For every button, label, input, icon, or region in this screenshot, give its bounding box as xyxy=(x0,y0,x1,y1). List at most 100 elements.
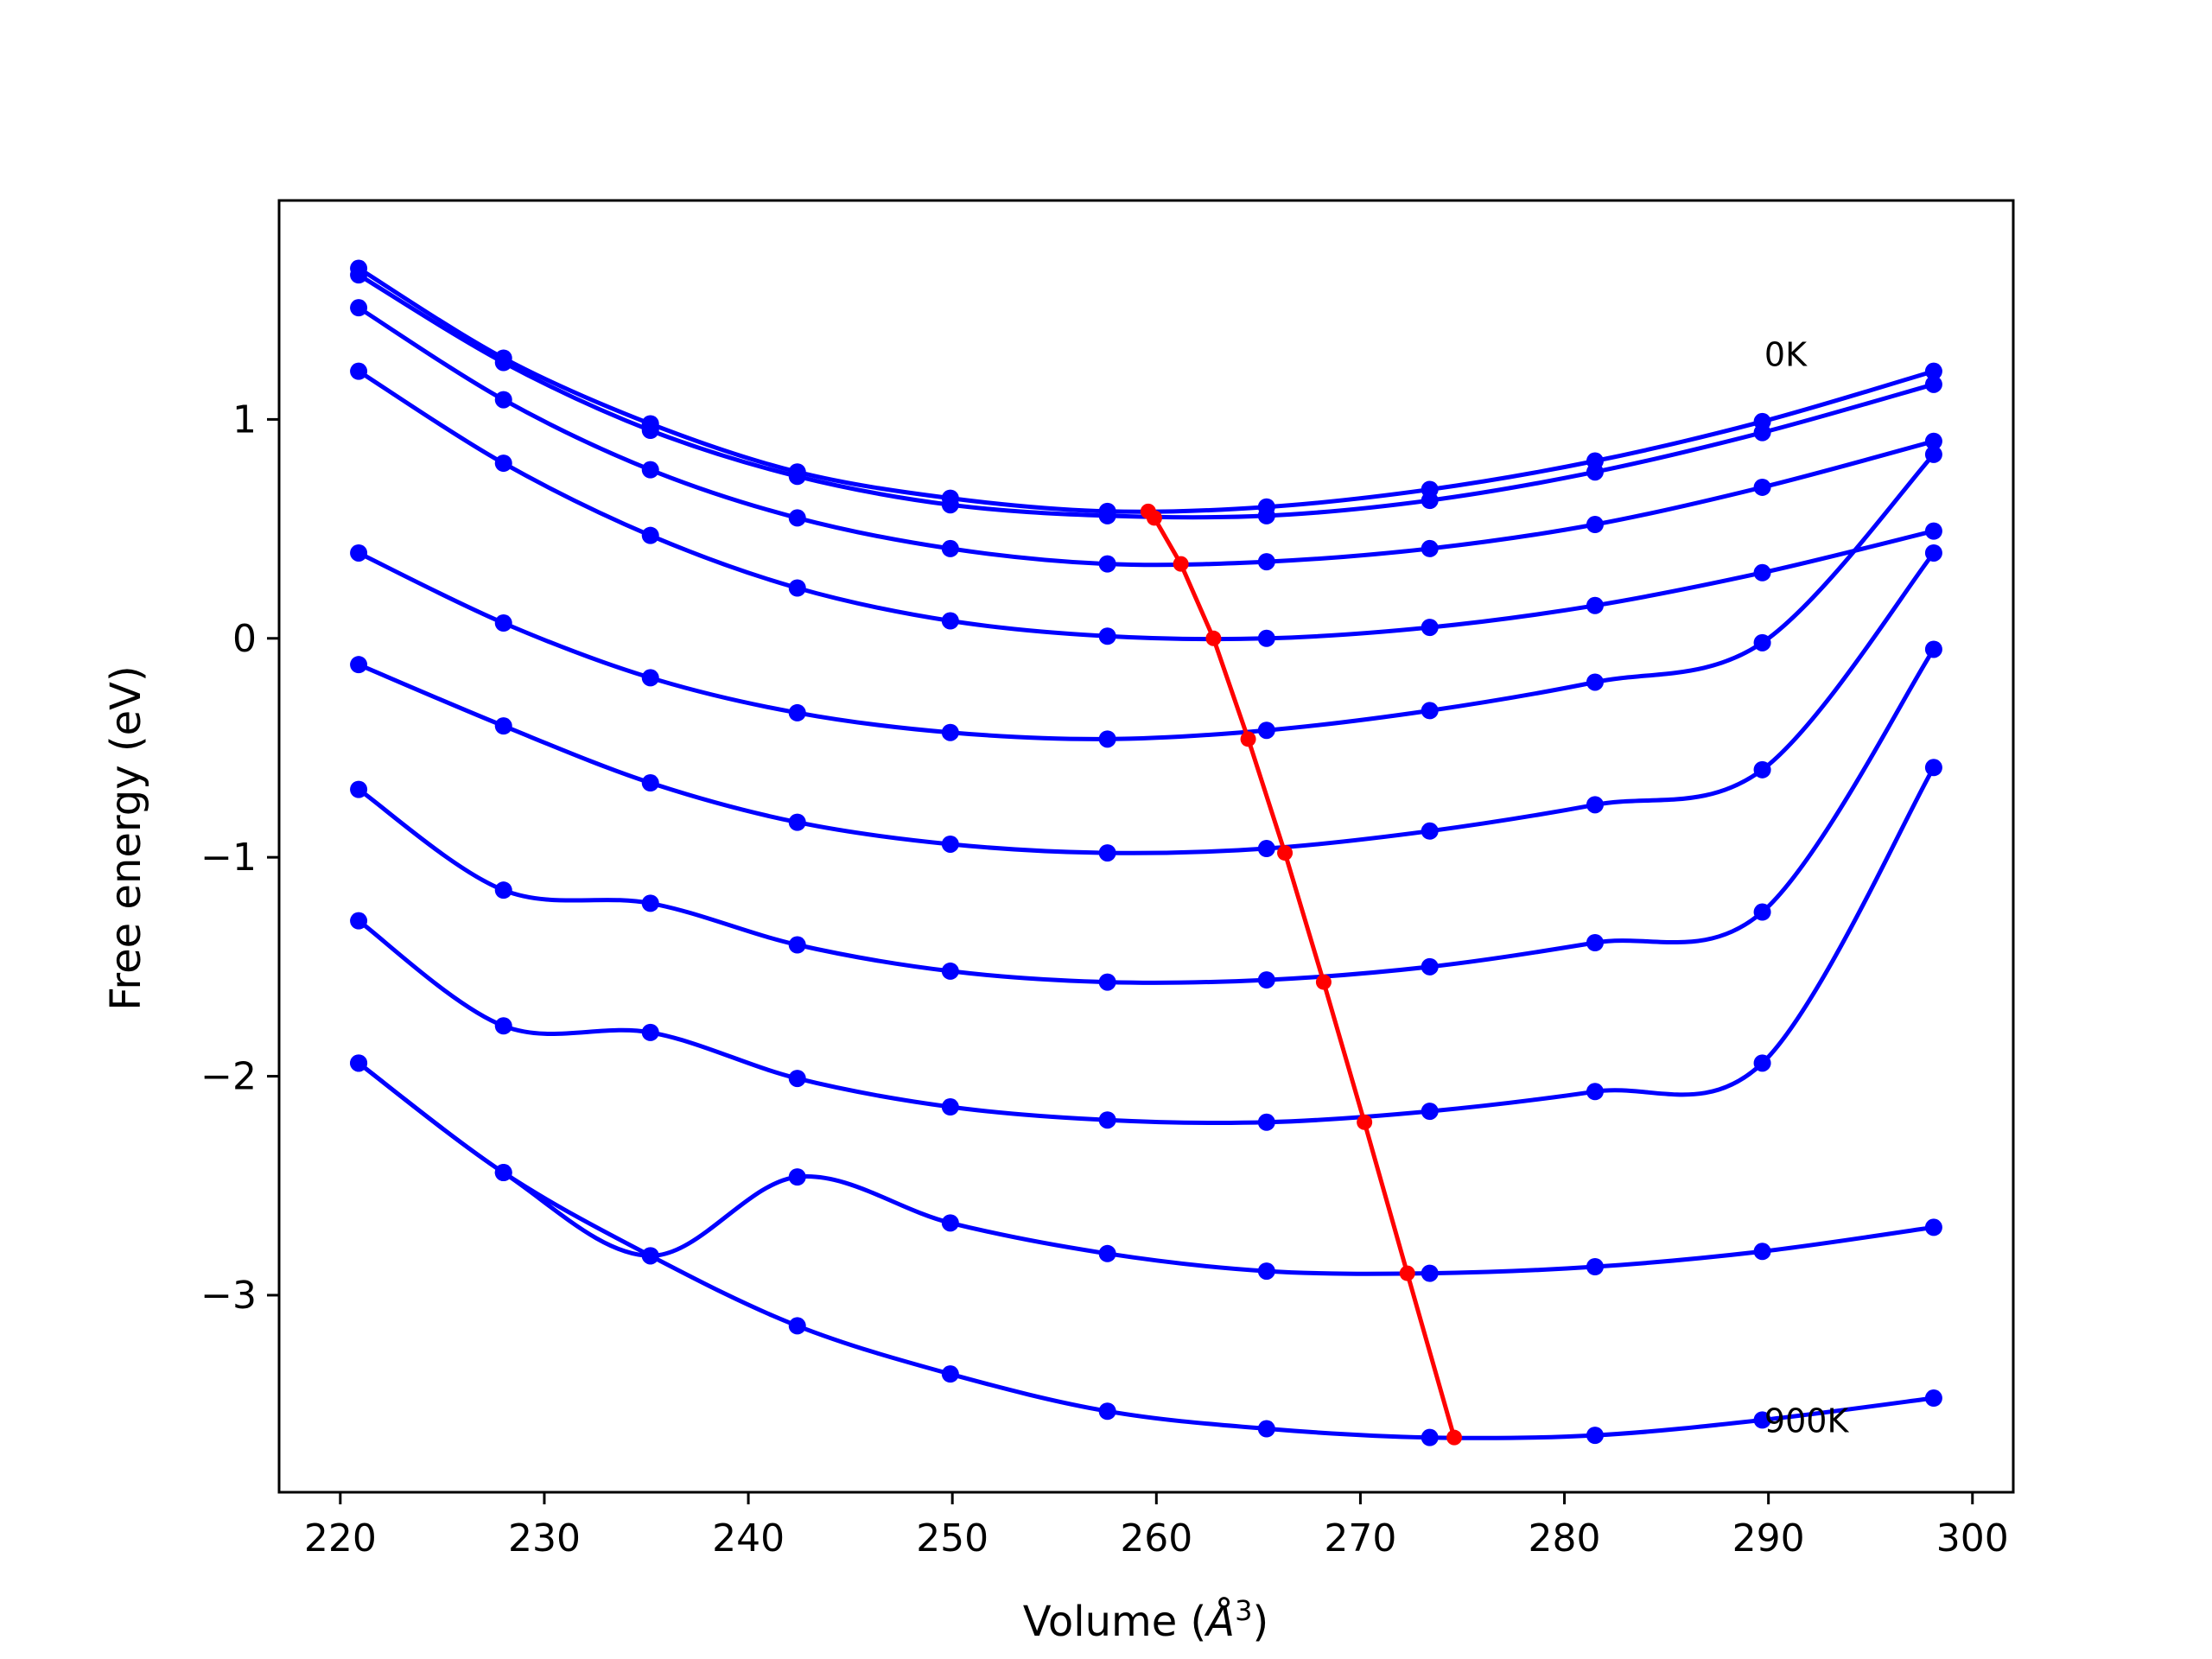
curve-point xyxy=(350,543,368,562)
curve-point xyxy=(1257,553,1275,571)
curve-point xyxy=(1257,840,1275,858)
annotations: 0K 900K xyxy=(1764,335,1850,1440)
minimum-point xyxy=(1357,1114,1373,1130)
curve-point xyxy=(1098,973,1116,991)
curve-point xyxy=(494,454,512,473)
x-tick-label: 260 xyxy=(1120,1516,1192,1560)
curve-point xyxy=(1753,1411,1771,1429)
curve-point xyxy=(641,526,659,544)
curve-point xyxy=(941,962,959,980)
curve-point xyxy=(941,612,959,630)
curve-point xyxy=(941,1098,959,1116)
curve-point xyxy=(1753,903,1771,921)
curve-point xyxy=(1098,1244,1116,1262)
curve-3 xyxy=(350,362,1942,647)
curve-8 xyxy=(350,1054,1942,1282)
curve-point xyxy=(1924,522,1942,540)
curve-point xyxy=(1098,506,1116,524)
curve-point xyxy=(350,780,368,798)
curve-point xyxy=(1586,933,1604,951)
curve-point xyxy=(641,461,659,479)
curve-point xyxy=(494,1017,512,1035)
curve-line-1 xyxy=(357,273,1935,520)
curve-point xyxy=(350,1054,368,1072)
curve-line-5 xyxy=(358,551,1936,855)
curve-line-4 xyxy=(358,453,1936,741)
curve-point xyxy=(1421,822,1439,840)
curve-point xyxy=(1257,721,1275,740)
curve-point xyxy=(1924,375,1942,393)
curve-9 xyxy=(350,1054,1942,1446)
curve-point xyxy=(1753,478,1771,496)
curve-point xyxy=(788,703,806,721)
minimum-point xyxy=(1315,974,1332,990)
minimum-line xyxy=(1147,510,1457,1439)
minimum-energy-line xyxy=(1140,503,1463,1446)
y-tick-label: −2 xyxy=(200,1055,257,1099)
curve-line-9 xyxy=(357,1061,1935,1440)
curve-point xyxy=(1586,1083,1604,1101)
x-tick-label: 270 xyxy=(1324,1516,1396,1560)
curve-point xyxy=(1924,543,1942,562)
curve-point xyxy=(1257,506,1275,524)
curve-point xyxy=(941,1365,959,1383)
curve-2 xyxy=(350,299,1942,573)
annotation-label: 900K xyxy=(1764,1402,1850,1440)
curve-point xyxy=(1421,957,1439,976)
curve-point xyxy=(1257,629,1275,647)
x-tick-label: 290 xyxy=(1732,1516,1805,1560)
curve-point xyxy=(350,656,368,674)
curve-point xyxy=(641,422,659,440)
curve-point xyxy=(1257,1113,1275,1131)
curve-point xyxy=(1421,702,1439,720)
curve-point xyxy=(641,669,659,687)
curve-point xyxy=(1257,1262,1275,1281)
curve-point xyxy=(641,1023,659,1041)
curve-line-0 xyxy=(357,266,1935,514)
energy-curves xyxy=(350,259,1942,1446)
curve-point xyxy=(788,1168,806,1186)
curve-7 xyxy=(350,759,1942,1131)
y-tick-label: 1 xyxy=(232,397,257,442)
curve-point xyxy=(1421,1103,1439,1121)
curve-point xyxy=(788,1317,806,1335)
curve-point xyxy=(350,266,368,284)
x-tick-label: 240 xyxy=(712,1516,785,1560)
curve-point xyxy=(1924,1389,1942,1408)
x-tick-label: 280 xyxy=(1529,1516,1601,1560)
minimum-point xyxy=(1240,731,1256,747)
curve-0 xyxy=(350,259,1942,520)
minimum-point xyxy=(1173,556,1189,572)
x-axis-ticks: 220 230 240 250 260 270 280 290 300 xyxy=(304,1492,2009,1560)
curve-point xyxy=(1753,1054,1771,1072)
y-tick-label: −3 xyxy=(200,1274,257,1318)
curve-point xyxy=(1753,563,1771,582)
curve-point xyxy=(350,299,368,317)
curve-point xyxy=(941,723,959,741)
curve-point xyxy=(1421,539,1439,557)
curve-point xyxy=(494,881,512,899)
curve-point xyxy=(788,936,806,954)
annotation-label: 0K xyxy=(1764,335,1808,373)
curve-point xyxy=(1421,492,1439,510)
y-axis-ticks: 1 0 −1 −2 −3 xyxy=(200,397,279,1318)
curve-point xyxy=(1586,1258,1604,1276)
curve-point xyxy=(1098,627,1116,645)
curve-point xyxy=(1586,673,1604,691)
curve-point xyxy=(1924,432,1942,450)
curve-point xyxy=(1098,555,1116,573)
curve-point xyxy=(350,362,368,380)
curve-point xyxy=(788,509,806,527)
minimum-point xyxy=(1277,845,1294,861)
curve-line-6 xyxy=(357,648,1936,985)
curve-point xyxy=(788,813,806,831)
y-tick-label: 0 xyxy=(232,617,257,661)
plot-frame xyxy=(277,199,2015,1494)
curve-point xyxy=(350,912,368,930)
curve-point xyxy=(494,717,512,735)
curve-4 xyxy=(350,445,1942,748)
curve-point xyxy=(1753,633,1771,652)
curve-point xyxy=(1421,1428,1439,1446)
curve-point xyxy=(1257,1420,1275,1438)
